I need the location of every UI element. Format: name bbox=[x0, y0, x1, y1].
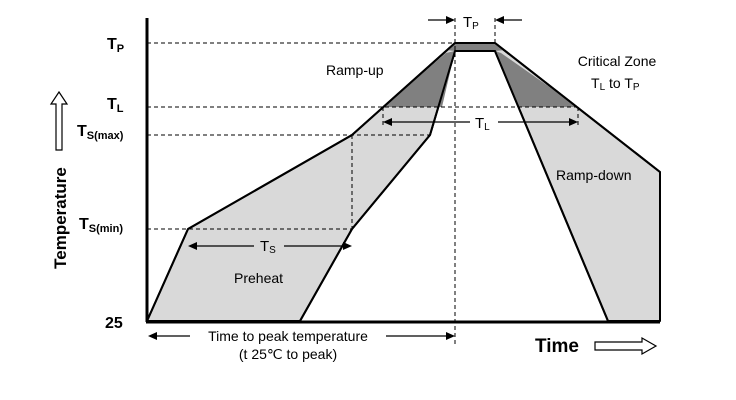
time-right-arrow-icon bbox=[594, 336, 658, 356]
peak-band-fill bbox=[446, 43, 505, 51]
time-to-peak-label: Time to peak temperature bbox=[208, 328, 368, 344]
ts-span-label: TS bbox=[260, 238, 276, 256]
base-temperature-label: 25 bbox=[105, 315, 123, 332]
ramp-down-label: Ramp-down bbox=[556, 167, 631, 183]
preheat-label: Preheat bbox=[234, 270, 283, 286]
x-axis-title: Time bbox=[535, 336, 579, 357]
tl-span-label: TL bbox=[475, 115, 490, 133]
tp-level-label: TP bbox=[107, 36, 124, 55]
tl-span-arrow bbox=[383, 118, 578, 126]
tp-span-arrows bbox=[428, 16, 522, 24]
critical-zone-label: Critical Zone bbox=[578, 53, 657, 69]
temperature-up-arrow-icon bbox=[49, 90, 69, 151]
tp-span-label: TP bbox=[463, 14, 479, 32]
critical-zone-right-fill bbox=[495, 51, 578, 107]
y-axis-title: Temperature bbox=[51, 167, 70, 269]
tsmin-level-label: TS(min) bbox=[79, 216, 123, 235]
critical-zone-range-label: TL to TP bbox=[591, 75, 640, 93]
time-to-peak-arrow bbox=[148, 332, 455, 340]
time-to-peak-sublabel: (t 25℃ to peak) bbox=[239, 346, 337, 362]
tl-level-label: TL bbox=[107, 96, 124, 115]
critical-zone-left-fill bbox=[383, 51, 455, 107]
tsmax-level-label: TS(max) bbox=[77, 123, 124, 142]
ramp-up-label: Ramp-up bbox=[326, 62, 384, 78]
ts-span-arrow bbox=[188, 242, 352, 250]
